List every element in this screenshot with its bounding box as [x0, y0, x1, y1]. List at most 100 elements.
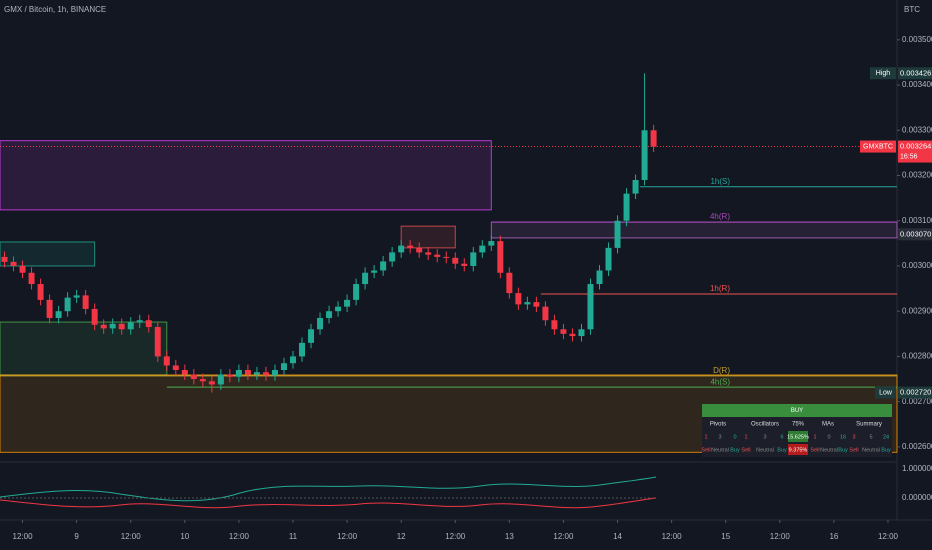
candle-body: [506, 272, 513, 294]
table-cell: Sell: [701, 447, 710, 453]
candle-body: [434, 254, 441, 257]
candle-body: [452, 257, 459, 264]
x-tick-label: 11: [289, 532, 298, 541]
candle-body: [587, 284, 594, 330]
table-header: MAs: [822, 422, 834, 428]
table-cell: 0: [733, 434, 736, 440]
price-tag-name: [870, 67, 896, 80]
candle-body: [344, 299, 351, 307]
zone: [400, 225, 456, 249]
candle-body: [461, 263, 468, 266]
chart-title: GMX / Bitcoin, 1h, BINANCE: [4, 5, 106, 14]
candle-body: [55, 311, 62, 318]
candle-body: [497, 241, 504, 273]
candle-body: [551, 320, 558, 330]
candle-body: [163, 356, 170, 366]
candle-body: [208, 381, 215, 385]
candle-body: [109, 323, 116, 329]
table-pct-bg: [788, 431, 808, 442]
price-tag-name: [875, 386, 896, 399]
y-tick-label: 0.003500: [902, 35, 932, 44]
zone: [0, 321, 168, 376]
candle-body: [524, 302, 531, 305]
table-cell: 9.375%: [789, 447, 808, 453]
candle-body: [407, 245, 414, 248]
price-tag-name-text: Low: [879, 389, 893, 396]
candle-body: [632, 180, 639, 194]
candle-body: [154, 327, 161, 357]
zone: [0, 140, 492, 211]
candle-body: [470, 252, 477, 266]
table-cell: 6: [780, 434, 783, 440]
table-header: 75%: [792, 422, 805, 428]
candle-body: [569, 333, 576, 337]
table-cell: Sell: [849, 447, 858, 453]
table-cell: 16: [840, 434, 846, 440]
candle-body: [443, 256, 450, 258]
candle-body: [244, 369, 251, 375]
table-cell: Buy: [838, 447, 848, 453]
candle-body: [335, 306, 342, 312]
table-cell: 1: [813, 434, 816, 440]
zone: [0, 241, 96, 267]
price-tag: [898, 67, 932, 80]
candle-body: [172, 365, 179, 370]
candle-body: [542, 306, 549, 321]
price-tag-value: 0.002720: [900, 388, 931, 397]
x-tick-label: 12: [397, 532, 406, 541]
table-cell: 0: [827, 434, 830, 440]
table-header: Summary: [856, 422, 882, 428]
x-tick-label: 12:00: [770, 532, 791, 541]
x-tick-label: 15: [721, 532, 730, 541]
candle-body: [136, 320, 143, 323]
x-tick-label: 12:00: [337, 532, 358, 541]
level-label: D(R): [713, 366, 730, 375]
table-cell: Neutral: [711, 447, 729, 453]
x-tick-label: 12:00: [553, 532, 574, 541]
indicator-wave: [0, 476, 657, 502]
candle-body: [560, 329, 567, 334]
table-cell: 15.625%: [787, 434, 809, 440]
x-tick-label: 12:00: [121, 532, 142, 541]
candle-body: [280, 363, 287, 370]
candle-body: [118, 323, 125, 330]
candle-body: [46, 299, 53, 318]
x-tick-label: 16: [829, 532, 838, 541]
level-label: 4h(S): [710, 377, 730, 386]
candle-body: [199, 379, 206, 382]
table-cell: 24: [883, 434, 889, 440]
candle-body: [533, 302, 540, 307]
x-tick-label: 12:00: [878, 532, 899, 541]
level-label: 4h(R): [710, 212, 730, 221]
candle-body: [596, 270, 603, 285]
candle-body: [181, 369, 188, 375]
table-cell: Neutral: [820, 447, 838, 453]
table-cell: 1: [744, 434, 747, 440]
candle-body: [73, 295, 80, 298]
x-tick-label: 9: [74, 532, 79, 541]
table-cell: Buy: [881, 447, 891, 453]
price-tag: [898, 228, 932, 241]
table-header: Pivots: [710, 422, 726, 428]
table-cell: 5: [869, 434, 872, 440]
candle-body: [91, 308, 98, 325]
table-title: BUY: [791, 408, 803, 414]
candle-body: [253, 372, 260, 375]
price-tag-value: 0.003070: [900, 229, 931, 238]
table-cell: 3: [852, 434, 855, 440]
x-tick-label: 12:00: [229, 532, 250, 541]
price-tag-value: 0.003264: [900, 142, 931, 151]
candle-body: [308, 329, 315, 343]
candle-body: [37, 284, 44, 300]
price-tag: [898, 140, 932, 163]
candle-body: [190, 374, 197, 380]
